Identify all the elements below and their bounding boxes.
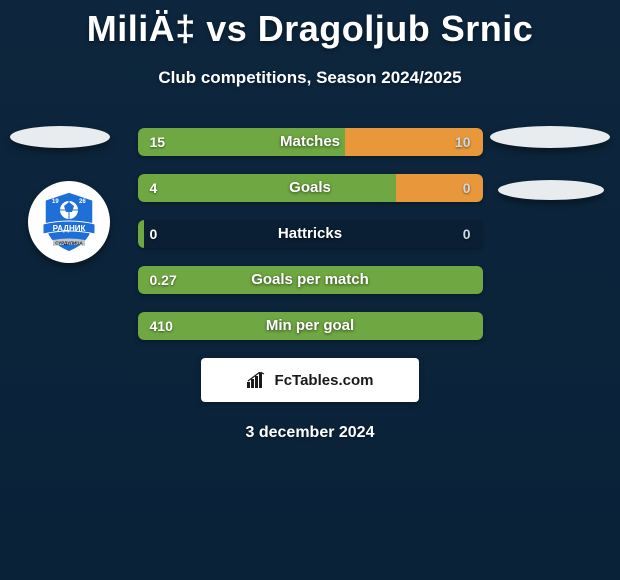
brand-footer[interactable]: FcTables.com <box>201 358 419 402</box>
stat-row: 40Goals <box>138 174 483 202</box>
logo-banner-sub: СУРДУЛИЦА <box>55 241 83 246</box>
stat-row: 0.27Goals per match <box>138 266 483 294</box>
stats-comparison: 1510Matches 40Goals 00Hattricks 0.27Goals p… <box>138 128 483 340</box>
stat-label: Min per goal <box>138 312 483 340</box>
subtitle: Club competitions, Season 2024/2025 <box>0 68 620 88</box>
stat-label: Hattricks <box>138 220 483 248</box>
logo-year-left: 19 <box>52 199 59 205</box>
decorative-ellipse <box>10 126 110 148</box>
page-title: MiliÄ‡ vs Dragoljub Srnic <box>0 0 620 50</box>
logo-year-right: 26 <box>79 199 86 205</box>
stat-label: Matches <box>138 128 483 156</box>
stat-row: 410Min per goal <box>138 312 483 340</box>
date-text: 3 december 2024 <box>0 424 620 442</box>
stat-row: 00Hattricks <box>138 220 483 248</box>
brand-text: FcTables.com <box>275 372 374 389</box>
decorative-ellipse <box>490 126 610 148</box>
stat-label: Goals <box>138 174 483 202</box>
decorative-ellipse <box>498 180 604 200</box>
logo-banner-text: РАДНИК <box>53 224 86 233</box>
club-logo: 19 26 РАДНИК СУРДУЛИЦА <box>28 181 110 263</box>
stat-row: 1510Matches <box>138 128 483 156</box>
club-logo-svg: 19 26 РАДНИК СУРДУЛИЦА <box>35 188 103 256</box>
stat-label: Goals per match <box>138 266 483 294</box>
bar-chart-icon <box>247 372 267 388</box>
